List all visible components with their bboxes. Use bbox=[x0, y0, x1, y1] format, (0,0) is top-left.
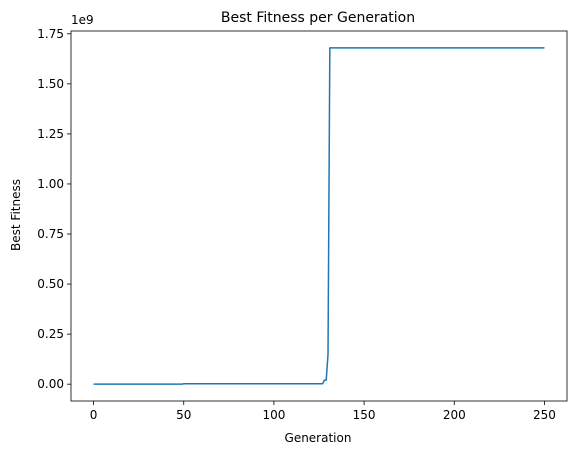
x-tick-label: 250 bbox=[533, 408, 556, 422]
y-tick-label: 0.50 bbox=[37, 277, 64, 291]
x-tick-label: 150 bbox=[353, 408, 376, 422]
y-tick-label: 1.50 bbox=[37, 77, 64, 91]
y-tick-label: 1.25 bbox=[37, 127, 64, 141]
y-tick-label: 0.25 bbox=[37, 327, 64, 341]
y-tick-label: 0.75 bbox=[37, 227, 64, 241]
chart-title: Best Fitness per Generation bbox=[221, 10, 415, 26]
y-tick-label: 1.00 bbox=[37, 177, 64, 191]
x-tick-label: 50 bbox=[176, 408, 191, 422]
axes-frame bbox=[70, 30, 568, 402]
y-tick-label: 0.00 bbox=[37, 377, 64, 391]
y-axis-label: Best Fitness bbox=[9, 179, 23, 251]
x-tick-label: 100 bbox=[262, 408, 285, 422]
x-axis-label: Generation bbox=[285, 431, 352, 445]
x-tick-label: 200 bbox=[443, 408, 466, 422]
x-tick-label: 0 bbox=[90, 408, 98, 422]
line-series bbox=[93, 47, 545, 385]
y-tick-label: 1.75 bbox=[37, 27, 64, 41]
y-offset-label: 1e9 bbox=[71, 13, 94, 27]
